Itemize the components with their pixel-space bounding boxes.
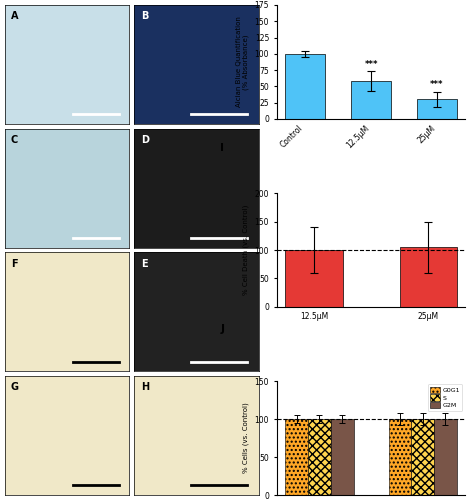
Bar bbox=[285, 250, 343, 307]
Text: C: C bbox=[11, 135, 18, 145]
Bar bbox=[389, 419, 411, 495]
Text: D: D bbox=[141, 135, 149, 145]
Bar bbox=[285, 54, 325, 119]
Bar bbox=[285, 419, 308, 495]
Y-axis label: % Cell Death (vs. Control): % Cell Death (vs. Control) bbox=[243, 205, 249, 295]
Legend: G0G1, S, G2M: G0G1, S, G2M bbox=[428, 384, 462, 411]
Bar bbox=[331, 419, 353, 495]
Text: I: I bbox=[220, 143, 224, 153]
Y-axis label: % Cells (vs. Control): % Cells (vs. Control) bbox=[243, 402, 249, 473]
Text: H: H bbox=[141, 382, 149, 392]
Bar bbox=[351, 81, 391, 119]
Text: G: G bbox=[11, 382, 19, 392]
Text: F: F bbox=[11, 258, 17, 268]
Text: ***: *** bbox=[430, 80, 444, 89]
Bar bbox=[411, 419, 434, 495]
Text: J: J bbox=[220, 324, 224, 334]
Text: E: E bbox=[141, 258, 147, 268]
Bar bbox=[400, 247, 457, 307]
Y-axis label: Alcian Blue Quantification
(% Absorbance): Alcian Blue Quantification (% Absorbance… bbox=[235, 16, 249, 108]
Bar bbox=[417, 100, 457, 119]
Text: B: B bbox=[141, 12, 148, 22]
Bar bbox=[434, 419, 457, 495]
Text: ***: *** bbox=[364, 60, 378, 69]
Bar bbox=[308, 419, 331, 495]
Text: A: A bbox=[11, 12, 18, 22]
